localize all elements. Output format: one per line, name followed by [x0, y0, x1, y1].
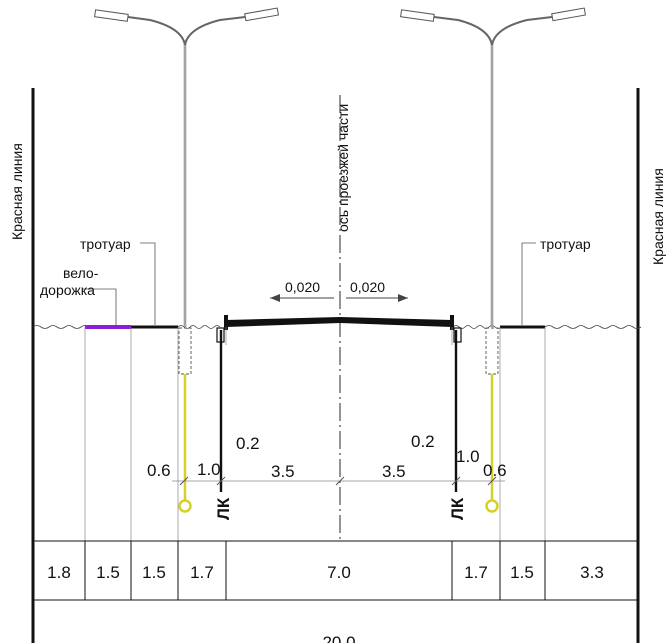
dim-gap-left: 0.2	[236, 434, 260, 453]
roadway-surface	[226, 317, 452, 327]
segment-value: 1.5	[142, 563, 166, 582]
segment-value: 1.8	[47, 563, 71, 582]
segment-values: 1.8 1.5 1.5 1.7 7.0 1.7 1.5 3.3	[47, 563, 604, 582]
segment-value: 7.0	[327, 563, 351, 582]
slope-arrow-right-head	[398, 294, 408, 302]
segment-value: 1.7	[464, 563, 488, 582]
extension-lines	[84, 327, 546, 541]
curb-stone-right	[453, 327, 462, 343]
sidewalk-left-leader	[140, 242, 156, 325]
ground-line-right	[544, 325, 642, 329]
dim-offset-left-06: 0.6	[147, 461, 171, 480]
segment-value: 3.3	[580, 563, 604, 582]
dim-lane-left: 3.5	[271, 462, 295, 481]
slope-left-value: 0,020	[285, 279, 320, 295]
segment-value: 1.7	[190, 563, 214, 582]
slope-right-value: 0,020	[350, 279, 385, 295]
dim-gap-right: 0.2	[411, 432, 435, 451]
ground-line-mid-left	[177, 325, 221, 329]
sidewalk-right-label: тротуар	[540, 236, 591, 252]
curb-left-label: ЛК	[214, 497, 233, 520]
segment-value: 1.5	[510, 563, 534, 582]
lamp-foundation-left	[178, 327, 192, 375]
dim-lane-right: 3.5	[382, 462, 406, 481]
segment-value: 1.5	[96, 563, 120, 582]
lamp-foundation-right	[485, 327, 499, 375]
dim-offset-right-10: 1.0	[456, 447, 480, 466]
sidewalk-right-leader	[521, 242, 536, 325]
bike-path-leader	[82, 288, 117, 325]
red-line-right-label: Красная линия	[650, 168, 666, 265]
curb-right-label: ЛК	[448, 497, 467, 520]
total-width-value: 20.0	[322, 633, 355, 643]
lane-dimension-ticks	[179, 476, 497, 486]
bike-path-label-line1: вело-	[63, 265, 99, 281]
road-axis-label: ось проезжей части	[335, 104, 351, 232]
segment-table-lines	[33, 540, 638, 601]
dim-offset-right-06: 0.6	[483, 461, 507, 480]
dim-offset-left-10: 1.0	[197, 460, 221, 479]
red-line-left-label: Красная линия	[9, 143, 25, 240]
sidewalk-left-label: тротуар	[80, 236, 131, 252]
street-lamp-left	[94, 7, 280, 327]
slope-arrow-left-head	[270, 294, 280, 302]
bike-path-label-line2: дорожка	[40, 282, 95, 298]
street-lamp-right	[400, 7, 587, 327]
cable-right-end	[485, 499, 499, 513]
cable-left-end	[178, 499, 192, 513]
